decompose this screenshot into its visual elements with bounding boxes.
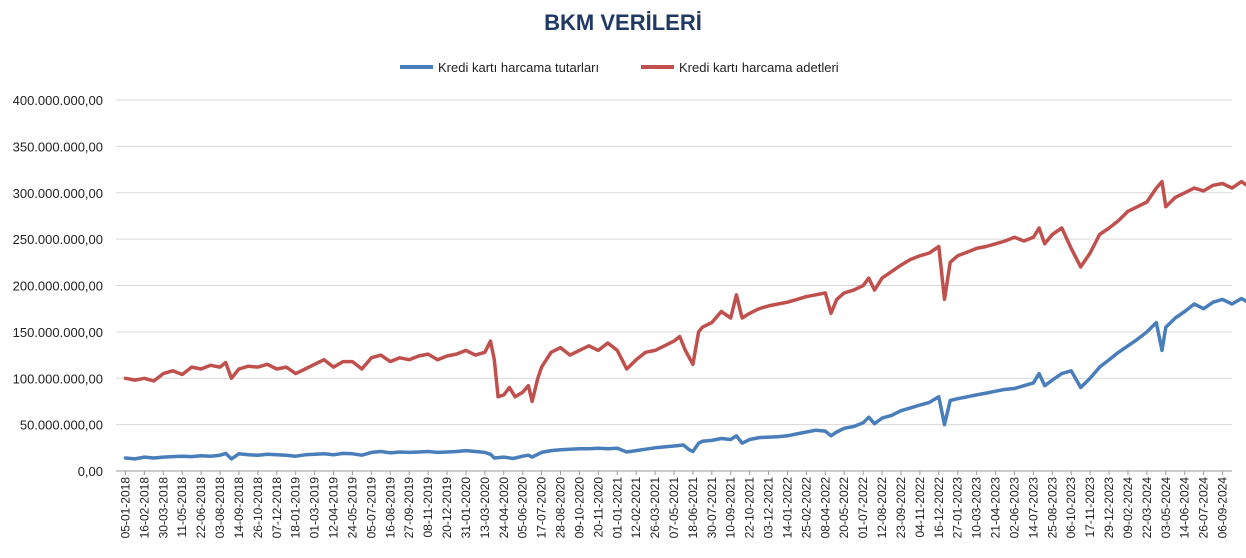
x-tick-label: 05-06-2020 — [516, 477, 530, 539]
x-tick-label: 05-01-2018 — [118, 477, 132, 539]
x-tick-label: 17-07-2020 — [535, 477, 549, 539]
y-tick-label: 200.000.000,00 — [13, 279, 103, 294]
x-tick-label: 14-07-2023 — [1026, 477, 1040, 539]
legend-label-amounts: Kredi kartı harcama tutarları — [438, 60, 599, 75]
x-tick-label: 05-07-2019 — [364, 477, 378, 539]
series-line-amounts — [123, 296, 1246, 461]
x-tick-label: 07-05-2021 — [667, 477, 681, 539]
x-tick-label: 01-03-2019 — [308, 477, 322, 539]
x-tick-label: 04-11-2022 — [913, 477, 927, 538]
y-tick-label: 350.000.000,00 — [13, 139, 103, 154]
legend-label-counts: Kredi kartı harcama adetleri — [679, 60, 839, 75]
x-tick-label: 10-03-2023 — [970, 477, 984, 539]
x-tick-label: 08-11-2019 — [421, 477, 435, 538]
x-tick-label: 14-09-2018 — [232, 477, 246, 539]
x-tick-label: 26-10-2018 — [251, 477, 265, 539]
x-tick-label: 29-12-2023 — [1102, 477, 1116, 539]
series-line-counts — [123, 179, 1246, 404]
x-tick-label: 31-01-2020 — [459, 477, 473, 539]
x-tick-label: 03-08-2018 — [213, 477, 227, 539]
y-tick-label: 300.000.000,00 — [13, 186, 103, 201]
y-axis-ticks: 0,00 50.000.000,00 100.000.000,00 150.000.0… — [13, 93, 103, 479]
x-tick-label: 12-04-2019 — [327, 477, 341, 539]
legend: Kredi kartı harcama tutarları Kredi kart… — [400, 60, 839, 75]
x-tick-label: 28-08-2020 — [554, 477, 568, 539]
y-tick-label: 250.000.000,00 — [13, 232, 103, 247]
x-tick-label: 09-02-2024 — [1121, 477, 1135, 539]
x-tick-label: 22-03-2024 — [1140, 477, 1154, 539]
x-tick-label: 12-08-2022 — [875, 477, 889, 539]
x-tick-label: 07-12-2018 — [270, 477, 284, 539]
x-tick-label: 17-11-2023 — [1083, 477, 1097, 538]
x-tick-label: 20-05-2022 — [837, 477, 851, 539]
y-tick-label: 400.000.000,00 — [13, 93, 103, 108]
x-tick-label: 20-12-2019 — [440, 477, 454, 539]
y-tick-label: 150.000.000,00 — [13, 325, 103, 340]
x-tick-label: 01-07-2022 — [856, 477, 870, 539]
x-tick-label: 03-05-2024 — [1159, 477, 1173, 539]
x-tick-label: 21-04-2023 — [989, 477, 1003, 539]
x-tick-label: 26-07-2024 — [1197, 477, 1211, 539]
x-tick-label: 10-09-2021 — [724, 477, 738, 539]
x-tick-label: 30-07-2021 — [705, 477, 719, 539]
x-tick-label: 02-06-2023 — [1007, 477, 1021, 539]
x-tick-label: 16-08-2019 — [383, 477, 397, 539]
gridlines — [116, 99, 1232, 426]
x-tick-label: 13-03-2020 — [478, 477, 492, 539]
x-axis-ticks: 05-01-2018 16-02-2018 30-03-2018 11-05-2018… — [118, 471, 1230, 539]
x-tick-label: 22-06-2018 — [194, 477, 208, 539]
x-tick-label: 18-06-2021 — [686, 477, 700, 539]
y-tick-label: 0,00 — [78, 464, 103, 479]
x-tick-label: 06-10-2023 — [1064, 477, 1078, 539]
x-tick-label: 30-03-2018 — [156, 477, 170, 539]
x-tick-label: 27-01-2023 — [951, 477, 965, 539]
x-tick-label: 25-08-2023 — [1045, 477, 1059, 539]
chart-title: BKM VERİLERİ — [544, 10, 702, 35]
x-tick-label: 14-01-2022 — [780, 477, 794, 539]
x-tick-label: 16-02-2018 — [137, 477, 151, 539]
x-tick-label: 03-12-2021 — [762, 477, 776, 539]
x-tick-label: 18-01-2019 — [289, 477, 303, 539]
x-tick-label: 09-10-2020 — [572, 477, 586, 539]
x-tick-label: 25-02-2022 — [799, 477, 813, 539]
x-tick-label: 27-09-2019 — [402, 477, 416, 539]
x-tick-label: 14-06-2024 — [1178, 477, 1192, 539]
x-tick-label: 11-05-2018 — [175, 477, 189, 538]
x-tick-label: 06-09-2024 — [1216, 477, 1230, 539]
x-tick-label: 01-01-2021 — [610, 477, 624, 539]
x-tick-label: 23-09-2022 — [894, 477, 908, 539]
y-tick-label: 50.000.000,00 — [20, 418, 103, 433]
x-tick-label: 20-11-2020 — [591, 477, 605, 538]
x-tick-label: 24-04-2020 — [497, 477, 511, 539]
x-tick-label: 08-04-2022 — [818, 477, 832, 539]
x-tick-label: 12-02-2021 — [629, 477, 643, 539]
series-lines — [123, 179, 1246, 461]
x-tick-label: 16-12-2022 — [932, 477, 946, 539]
x-tick-label: 22-10-2021 — [743, 477, 757, 539]
y-tick-label: 100.000.000,00 — [13, 371, 103, 386]
x-tick-label: 24-05-2019 — [345, 477, 359, 539]
x-tick-label: 26-03-2021 — [648, 477, 662, 539]
